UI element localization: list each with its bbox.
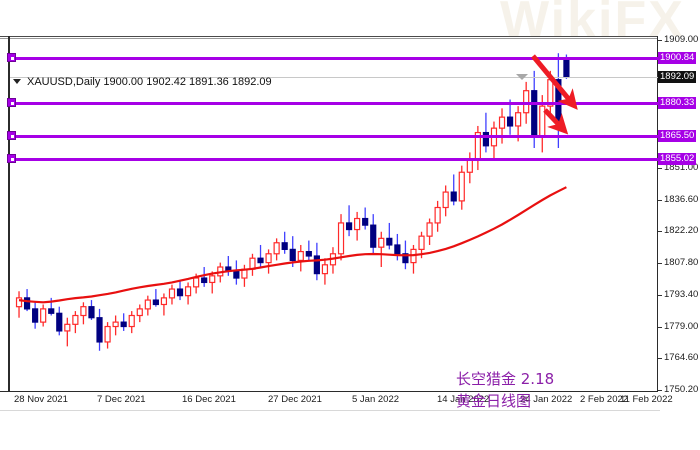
price-tick-label: 1822.20 — [664, 225, 699, 237]
level-handle-1865.50[interactable] — [7, 130, 16, 140]
date-axis: 28 Nov 2021 7 Dec 2021 16 Dec 2021 27 Dec 2… — [0, 392, 700, 412]
date-tick-label: 11 Feb 2022 — [620, 394, 673, 405]
level-line-1900.84[interactable] — [10, 56, 658, 60]
price-tick — [658, 326, 662, 328]
candlestick-series — [15, 53, 570, 351]
price-tick-label: 1764.60 — [664, 352, 699, 364]
price-tick-label: 1851.00 — [664, 161, 699, 173]
chart-left-axis — [8, 36, 10, 392]
date-axis-rule — [0, 410, 660, 411]
current-price-line — [10, 77, 658, 79]
price-tick — [658, 263, 662, 265]
date-tick-label: 24 Jan 2022 — [520, 394, 573, 405]
chart-top-pointer-icon — [516, 74, 528, 80]
chart-bottom-axis — [0, 391, 700, 392]
date-tick-label: 14 Jan 2022 — [437, 394, 490, 405]
price-tag-1900.84[interactable]: 1900.84 — [658, 51, 697, 64]
chart-top-border-2 — [0, 38, 700, 39]
price-tick — [658, 231, 662, 233]
chart-right-axis — [657, 36, 658, 392]
date-tick-label: 5 Jan 2022 — [352, 394, 400, 405]
price-tick-label: 1779.00 — [664, 320, 699, 332]
price-tick-label: 1836.60 — [664, 193, 699, 205]
level-handle-1900.84[interactable] — [7, 52, 16, 62]
date-tick-label: 28 Nov 2021 — [14, 394, 68, 405]
price-tick — [658, 167, 662, 169]
price-tick — [658, 40, 662, 41]
price-tick — [658, 294, 662, 296]
date-tick-label: 2 Feb 2022 — [580, 394, 629, 405]
price-tag-1865.50[interactable]: 1865.50 — [658, 129, 697, 142]
price-axis[interactable]: 1909.00 1851.00 1836.60 1822.20 1807.80 1793.… — [658, 34, 700, 395]
plot-area[interactable] — [9, 36, 657, 392]
price-chart[interactable]: XAUUSD,Daily 1900.00 1902.42 1891.36 189… — [0, 36, 700, 410]
level-line-1880.33[interactable] — [10, 102, 658, 106]
caret-down-icon[interactable] — [13, 79, 21, 84]
date-tick-label: 27 Dec 2021 — [268, 394, 322, 405]
current-price-tag: 1892.09 — [658, 71, 697, 84]
date-tick-label: 7 Dec 2021 — [97, 394, 146, 405]
annotation-line-2: 黄金日线图 — [456, 392, 532, 410]
price-tick-label: 1750.20 — [664, 384, 699, 395]
price-tick-label: 1807.80 — [664, 257, 699, 269]
price-tick — [658, 358, 662, 360]
chart-top-border — [0, 36, 700, 37]
price-tick — [658, 390, 662, 391]
price-tag-1880.33[interactable]: 1880.33 — [658, 97, 697, 110]
level-handle-1855.02[interactable] — [7, 153, 16, 163]
level-line-1865.50[interactable] — [10, 134, 658, 138]
annotation-line-1: 长空猎金 2.18 — [456, 370, 555, 388]
price-tick — [658, 199, 662, 201]
trader-annotation: 长空猎金 2.18 黄金日线图 — [456, 368, 554, 412]
price-tag-1855.02[interactable]: 1855.02 — [658, 152, 697, 165]
price-tick-label: 1793.40 — [664, 288, 699, 300]
level-line-1855.02[interactable] — [10, 157, 658, 161]
level-handle-1880.33[interactable] — [7, 98, 16, 108]
price-tick-label: 1909.00 — [664, 34, 699, 45]
symbol-info-bar[interactable]: XAUUSD,Daily 1900.00 1902.42 1891.36 189… — [9, 74, 276, 89]
date-tick-label: 16 Dec 2021 — [182, 394, 236, 405]
symbol-info-text: XAUUSD,Daily 1900.00 1902.42 1891.36 189… — [27, 75, 272, 88]
